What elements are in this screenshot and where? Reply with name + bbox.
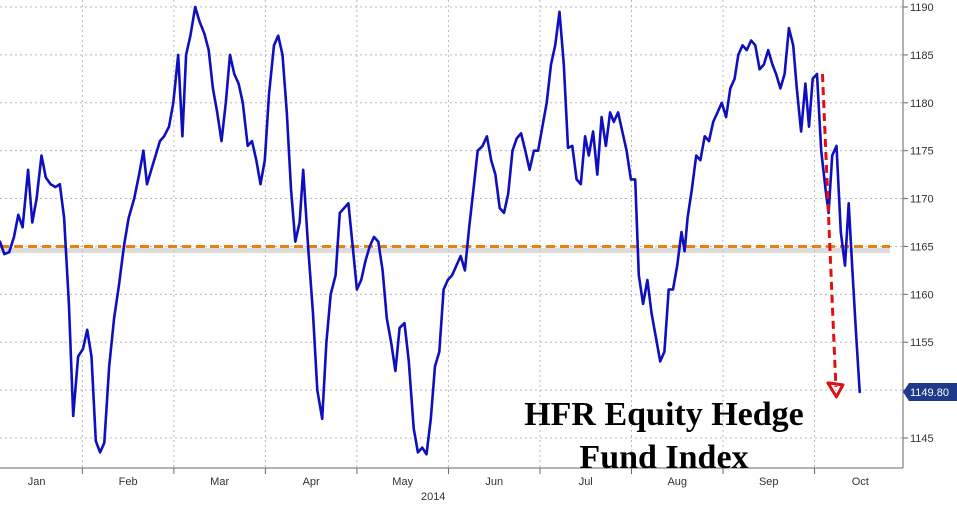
last-value-label: 1149.80 xyxy=(903,383,957,402)
last-value-label-text: 1149.80 xyxy=(910,387,949,399)
y-tick-label: 1175 xyxy=(910,146,934,158)
x-tick-label: Jun xyxy=(485,476,503,488)
decline-arrow xyxy=(820,73,845,399)
x-tick-labels: Jan Feb Mar Apr May Jun Jul Aug Sep Oct xyxy=(28,468,869,488)
year-label: 2014 xyxy=(421,491,445,503)
y-tick-label: 1170 xyxy=(910,194,934,206)
series-line xyxy=(0,5,861,456)
x-gridlines xyxy=(81,0,816,468)
x-tick-label: Feb xyxy=(119,476,138,488)
y-tick-label: 1165 xyxy=(910,241,934,253)
x-tick-label: Jan xyxy=(28,476,46,488)
y-tick-label: 1190 xyxy=(910,2,934,14)
y-tick-label: 1145 xyxy=(910,433,934,445)
arrow-shaft xyxy=(820,73,838,387)
arrow-head xyxy=(826,381,845,399)
y-tick-label: 1180 xyxy=(910,98,934,110)
x-tick-label: Oct xyxy=(852,476,869,488)
y-tick-label: 1155 xyxy=(910,337,934,349)
x-tick-label: Jul xyxy=(579,476,593,488)
chart-title-line-2: Fund Index xyxy=(579,439,748,476)
x-tick-label: Sep xyxy=(759,476,779,488)
x-tick-label: Mar xyxy=(210,476,229,488)
chart-title-line-1: HFR Equity Hedge xyxy=(524,396,804,433)
x-tick-label: Apr xyxy=(303,476,320,488)
y-tick-label: 1160 xyxy=(910,289,934,301)
last-value-label-background xyxy=(903,383,957,402)
x-tick-label: Aug xyxy=(667,476,687,488)
y-tick-labels: 1145115011551160116511701175118011851190 xyxy=(903,2,934,445)
x-tick-label: May xyxy=(392,476,413,488)
y-tick-label: 1185 xyxy=(910,50,934,62)
